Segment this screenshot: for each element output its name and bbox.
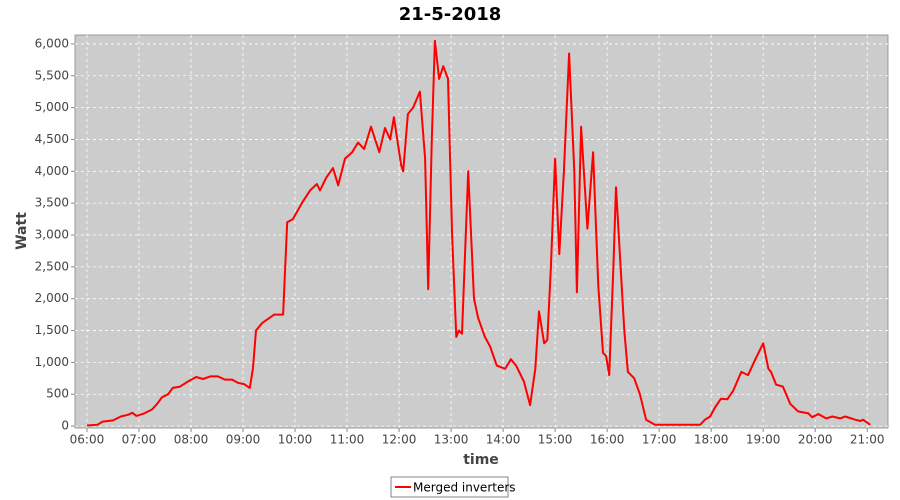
y-tick-label: 1,000 [35, 355, 69, 369]
y-tick-label: 6,000 [35, 36, 69, 50]
x-tick-label: 14:00 [486, 433, 521, 447]
x-tick-label: 13:00 [434, 433, 469, 447]
x-tick-label: 20:00 [798, 433, 833, 447]
y-tick-label: 2,500 [35, 259, 69, 273]
x-tick-label: 21:00 [850, 433, 885, 447]
y-tick-label: 5,000 [35, 100, 69, 114]
x-tick-label: 12:00 [382, 433, 417, 447]
x-tick-label: 07:00 [122, 433, 157, 447]
chart-title: 21-5-2018 [399, 4, 502, 25]
x-tick-label: 19:00 [746, 433, 781, 447]
legend-label: Merged inverters [413, 481, 516, 495]
x-tick-label: 08:00 [174, 433, 209, 447]
x-tick-label: 06:00 [70, 433, 105, 447]
y-tick-label: 500 [46, 387, 69, 401]
x-tick-label: 09:00 [226, 433, 261, 447]
x-tick-label: 15:00 [538, 433, 573, 447]
y-tick-label: 5,500 [35, 68, 69, 82]
legend-box [390, 476, 509, 498]
x-tick-label: 10:00 [278, 433, 313, 447]
x-tick-label: 11:00 [330, 433, 365, 447]
plot-area [74, 34, 889, 429]
x-tick-label: 16:00 [590, 433, 625, 447]
y-tick-label: 3,000 [35, 228, 69, 242]
x-tick-label: 18:00 [694, 433, 729, 447]
x-axis-label: time [463, 452, 499, 468]
y-tick-label: 2,000 [35, 291, 69, 305]
y-tick-label: 4,500 [35, 132, 69, 146]
y-axis-label: Watt [14, 212, 30, 250]
y-tick-label: 0 [61, 419, 69, 433]
legend: Merged inverters [390, 476, 516, 498]
x-tick-label: 17:00 [642, 433, 677, 447]
y-tick-label: 1,500 [35, 323, 69, 337]
y-tick-label: 4,000 [35, 164, 69, 178]
y-tick-label: 3,500 [35, 196, 69, 210]
data-line [86, 39, 871, 427]
